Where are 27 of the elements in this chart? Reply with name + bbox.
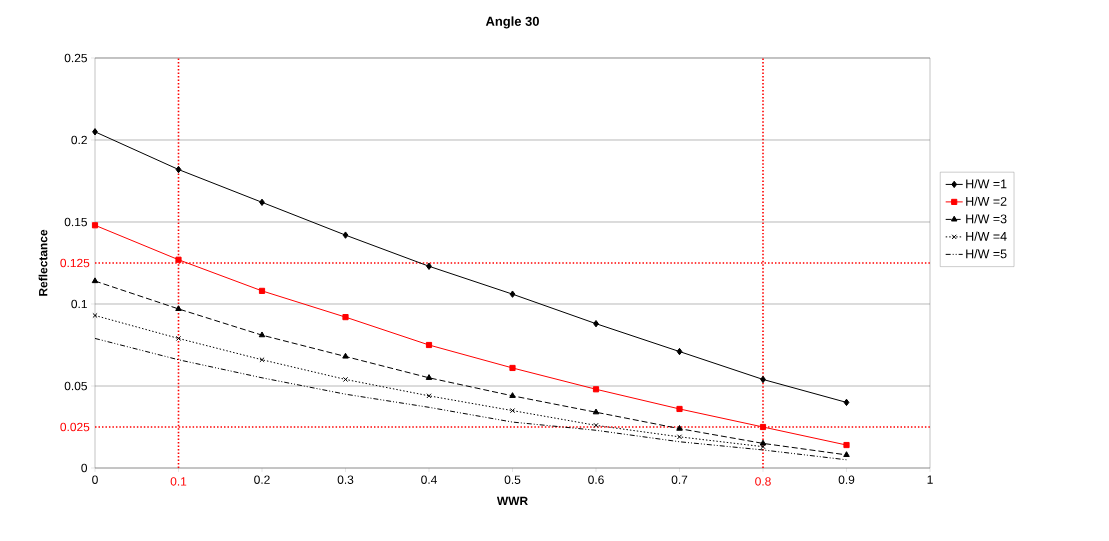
- y-tick-label: 0: [81, 463, 88, 473]
- x-tick-label: 0.9: [838, 475, 855, 484]
- legend-label: H/W =1: [966, 179, 1007, 189]
- ref-line-label: 0.1: [170, 477, 187, 486]
- chart-title: Angle 30: [485, 16, 539, 29]
- legend-label: H/W =3: [966, 214, 1007, 224]
- x-tick-label: 0.3: [337, 475, 354, 484]
- ref-line-label: 0.025: [60, 422, 90, 432]
- legend-label: H/W =5: [966, 249, 1007, 259]
- x-tick-label: 0.6: [588, 475, 604, 484]
- y-tick-label: 0.1: [71, 299, 87, 309]
- legend-label: H/W =4: [966, 231, 1007, 241]
- y-axis-title: Reflectance: [38, 229, 48, 296]
- y-tick-label: 0.25: [64, 53, 87, 63]
- x-tick-label: 0: [92, 475, 98, 484]
- x-tick-label: 0.4: [421, 475, 437, 484]
- x-tick-label: 0.5: [504, 475, 521, 484]
- x-tick-label: 0.7: [671, 475, 688, 484]
- y-tick-label: 0.05: [64, 381, 87, 391]
- ref-line-label: 0.8: [755, 477, 771, 486]
- y-tick-label: 0.15: [64, 217, 87, 227]
- x-tick-label: 1: [927, 475, 933, 484]
- legend-label: H/W =2: [966, 196, 1007, 206]
- x-axis-title: WWR: [496, 496, 528, 506]
- y-tick-label: 0.2: [71, 135, 87, 145]
- x-tick-label: 0.2: [254, 475, 270, 484]
- ref-line-label: 0.125: [60, 258, 90, 268]
